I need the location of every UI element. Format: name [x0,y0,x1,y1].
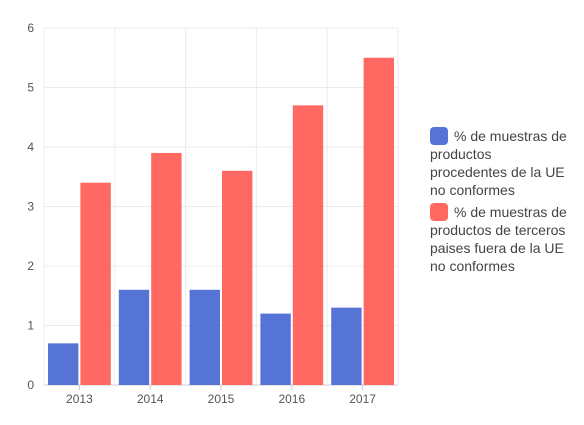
bar-non-eu-2017[interactable] [363,57,394,385]
y-tick-label: 2 [27,259,34,273]
x-tick-label: 2013 [66,392,93,406]
y-tick-label: 6 [27,21,34,35]
legend: % de muestras de productos procedentes d… [430,127,570,279]
legend-swatch-eu [430,127,448,145]
y-tick-label: 1 [27,319,34,333]
legend-swatch-non-eu [430,203,448,221]
legend-label-eu: % de muestras de productos procedentes d… [430,128,567,198]
axes: 0 1 2 3 4 5 6 2013 2014 2015 2016 2017 [27,21,376,406]
x-tick-label: 2016 [278,392,305,406]
bar-eu-2014[interactable] [118,289,150,385]
bar-eu-2017[interactable] [331,307,362,385]
bar-eu-2013[interactable] [48,343,79,385]
y-tick-label: 3 [27,200,34,214]
bar-eu-2016[interactable] [260,313,291,385]
x-tick-label: 2014 [137,392,164,406]
y-tick-label: 5 [27,81,34,95]
bar-non-eu-2015[interactable] [222,170,253,385]
x-tick-label: 2015 [208,392,235,406]
bars [48,57,394,385]
legend-label-non-eu: % de muestras de productos de terceros p… [430,204,567,274]
y-tick-label: 0 [27,378,34,392]
bar-eu-2015[interactable] [189,289,220,385]
x-tick-label: 2017 [349,392,376,406]
legend-item-non-eu[interactable]: % de muestras de productos de terceros p… [430,203,570,275]
bar-non-eu-2014[interactable] [151,152,182,385]
bar-non-eu-2013[interactable] [80,182,111,385]
bar-non-eu-2016[interactable] [292,105,324,385]
legend-item-eu[interactable]: % de muestras de productos procedentes d… [430,127,570,199]
y-tick-label: 4 [27,140,34,154]
